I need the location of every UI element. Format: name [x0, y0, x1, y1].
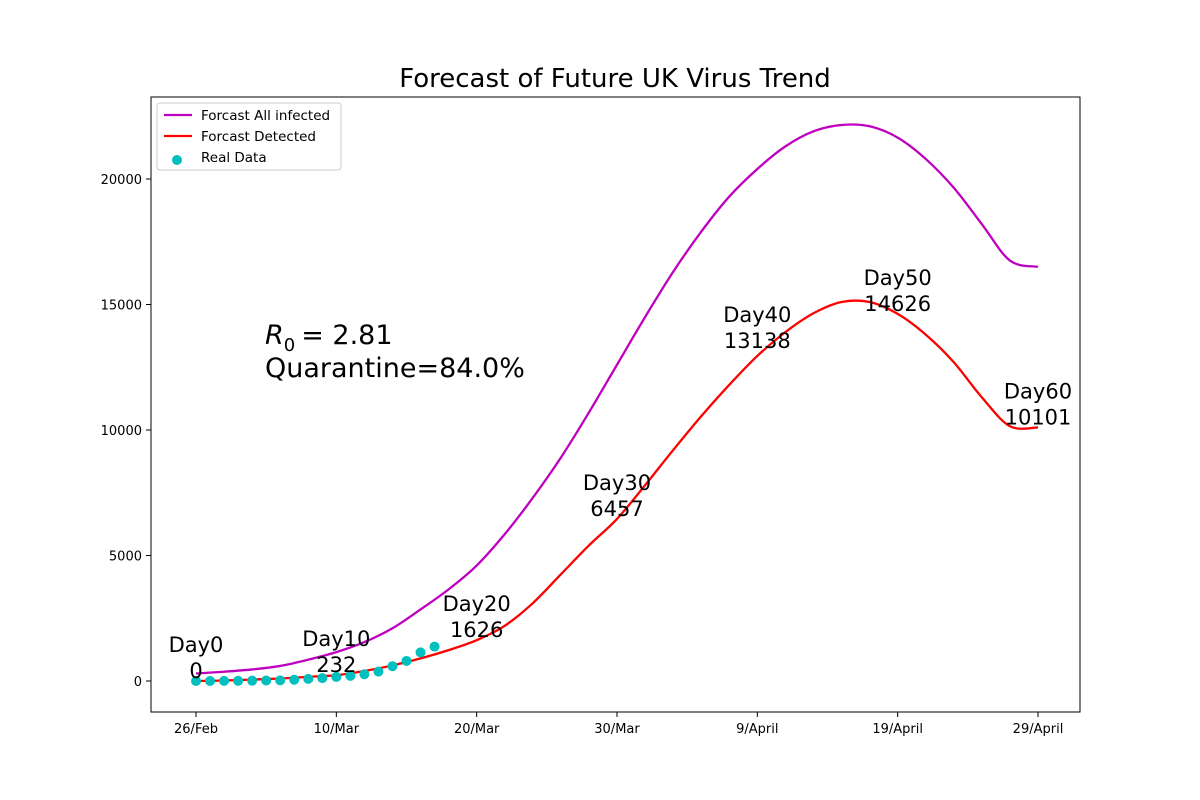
- r0-value: = 2.81: [301, 320, 392, 351]
- legend-label-2: Real Data: [201, 150, 267, 166]
- annotation-count: 232: [316, 653, 356, 677]
- x-tick-label-0: 26/Feb: [174, 722, 218, 737]
- annotation-day10: Day10 232: [302, 627, 370, 677]
- r0-symbol: R: [265, 320, 284, 351]
- real-data-point-5: [261, 675, 272, 686]
- annotation-count: 10101: [1005, 405, 1072, 429]
- annotation-day-label: Day60: [1004, 379, 1072, 403]
- y-tick-label-3: 15000: [101, 299, 142, 314]
- chart-title: Forecast of Future UK Virus Trend: [399, 64, 831, 94]
- real-data-point-16: [415, 647, 426, 658]
- real-data-point-11: [345, 670, 356, 681]
- annotation-day-label: Day40: [723, 303, 791, 327]
- real-data-point-10: [331, 671, 342, 682]
- real-data-point-8: [303, 673, 314, 684]
- real-data-point-13: [373, 666, 384, 677]
- x-tick-label-1: 10/Mar: [314, 722, 360, 737]
- real-data-point-3: [233, 675, 244, 686]
- annotation-count: 13138: [724, 329, 791, 353]
- x-tick-label-3: 30/Mar: [594, 722, 640, 737]
- real-data-point-2: [219, 675, 230, 686]
- real-data-point-7: [289, 674, 300, 685]
- legend-swatch-2: [172, 155, 182, 165]
- annotation-day0: Day0 0: [169, 633, 224, 683]
- annotation-day-label: Day30: [583, 471, 651, 495]
- r0-subscript: 0: [284, 335, 295, 356]
- annotation-count: 0: [189, 659, 202, 683]
- series-line-0: [195, 123, 1039, 675]
- x-tick-label-2: 20/Mar: [454, 722, 500, 737]
- real-data-point-4: [247, 675, 258, 686]
- real-data-point-14: [387, 661, 398, 672]
- legend: Forcast All infected Forcast Detected Real…: [156, 102, 342, 171]
- legend-label-0: Forcast All infected: [201, 108, 330, 124]
- legend-box: [156, 102, 342, 171]
- annotation-day-label: Day0: [169, 633, 224, 657]
- plot-marks: [191, 123, 1039, 686]
- real-data-point-15: [401, 655, 412, 666]
- model-parameters: R0 = 2.81 Quarantine=84.0%: [265, 320, 525, 384]
- annotation-day20: Day20 1626: [443, 592, 511, 642]
- r0-label: R0 = 2.81: [265, 320, 393, 356]
- x-tick-label-5: 19/April: [872, 722, 923, 737]
- y-tick-label-2: 10000: [101, 424, 142, 439]
- real-data-point-17: [429, 641, 440, 652]
- quarantine-label: Quarantine=84.0%: [265, 353, 525, 384]
- annotation-day60: Day60 10101: [1004, 379, 1072, 429]
- annotation-day30: Day30 6457: [583, 471, 651, 521]
- y-tick-label-0: 0: [134, 675, 142, 690]
- x-tick-label-6: 29/April: [1013, 722, 1064, 737]
- axes: 26/Feb 10/Mar 20/Mar 30/Mar 9/April 19/April 2…: [101, 96, 1081, 737]
- annotation-day50: Day50 14626: [864, 266, 932, 316]
- real-data-point-6: [275, 675, 286, 686]
- annotation-day-label: Day50: [864, 266, 932, 290]
- annotation-day-label: Day10: [302, 627, 370, 651]
- real-data-point-1: [205, 675, 216, 686]
- x-tick-label-4: 9/April: [736, 722, 778, 737]
- real-data-point-0: [191, 676, 201, 686]
- plot-frame: [150, 96, 1081, 713]
- legend-label-1: Forcast Detected: [201, 129, 316, 145]
- annotation-day40: Day40 13138: [723, 303, 791, 353]
- annotation-count: 6457: [590, 497, 643, 521]
- annotation-count: 1626: [450, 618, 503, 642]
- annotation-day-label: Day20: [443, 592, 511, 616]
- y-tick-label-1: 5000: [109, 550, 142, 565]
- annotation-count: 14626: [864, 292, 931, 316]
- y-tick-label-4: 20000: [101, 173, 142, 188]
- real-data-point-9: [317, 673, 328, 684]
- real-data-point-12: [359, 669, 370, 680]
